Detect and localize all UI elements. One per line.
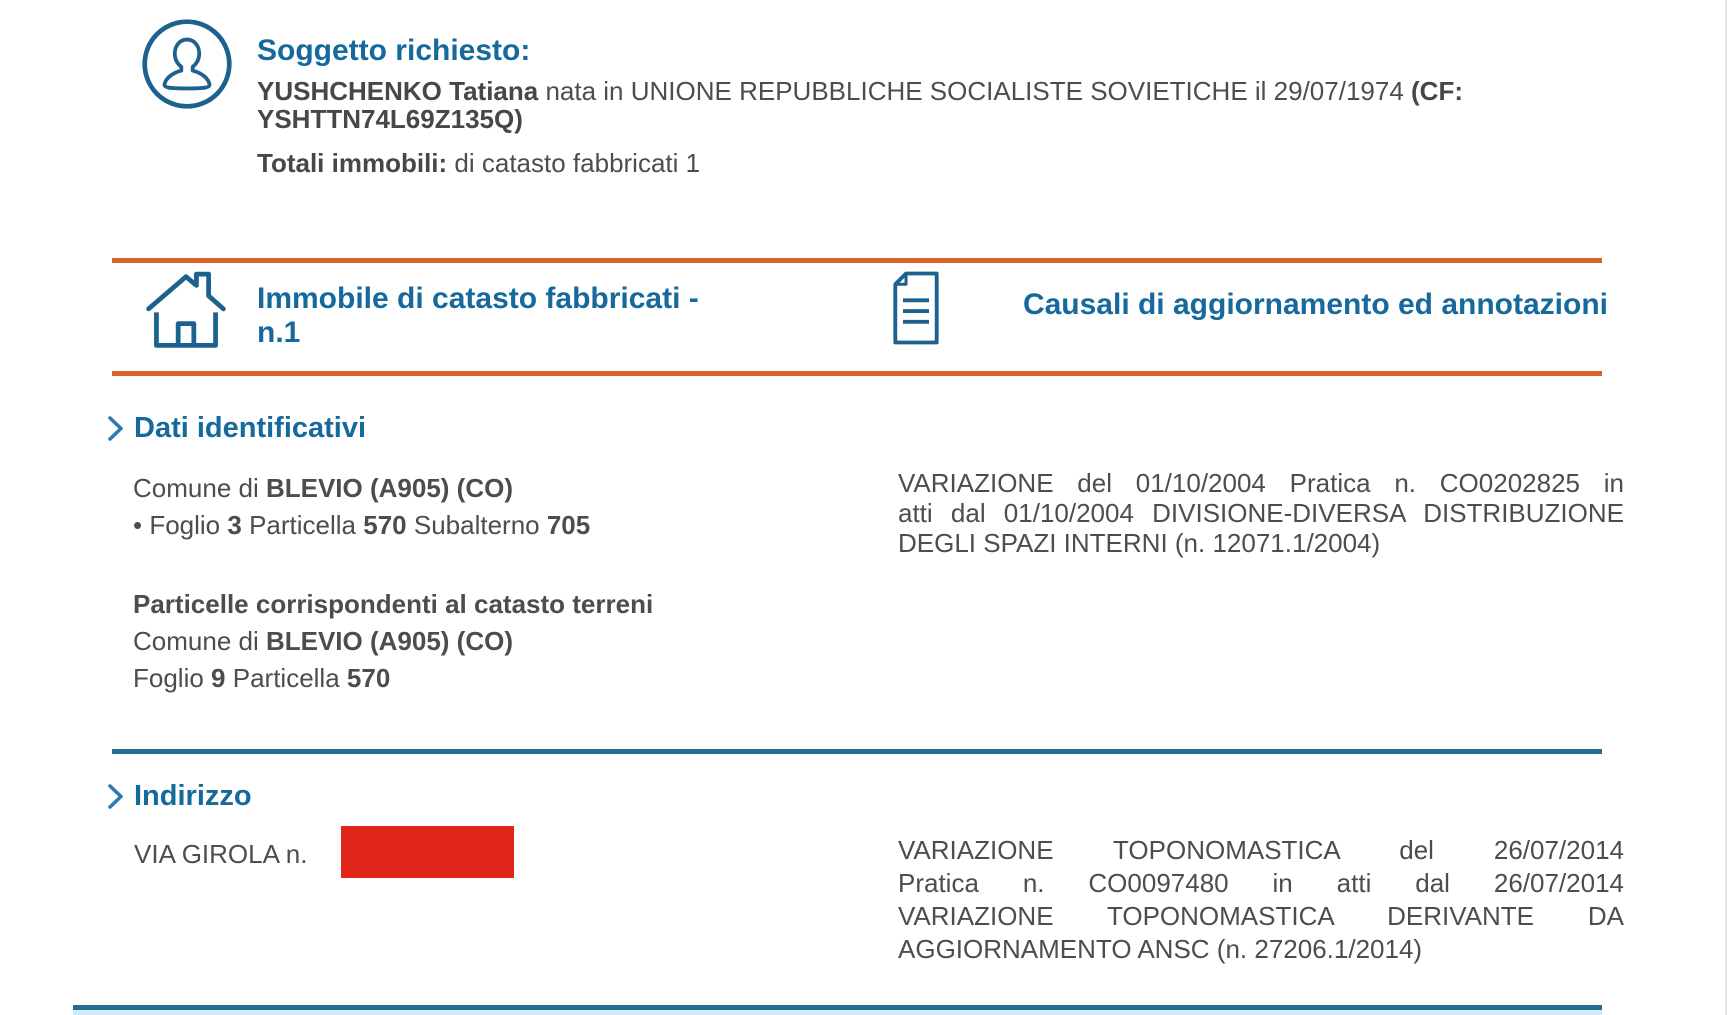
divider-blue-mid bbox=[112, 749, 1602, 754]
comune-label: Comune di bbox=[133, 473, 266, 503]
foglio-value: 3 bbox=[227, 510, 242, 540]
page-right-edge bbox=[1725, 0, 1727, 1015]
building-title-line2: n.1 bbox=[257, 316, 301, 349]
parcel-line: • Foglio 3 Particella 570 Subalterno 705 bbox=[133, 507, 793, 544]
building-title-line1: Immobile di catasto fabbricati - bbox=[257, 282, 699, 315]
subject-details: YUSHCHENKO Tatiana nata in UNIONE REPUBB… bbox=[257, 77, 1607, 133]
causale-note-2014: VARIAZIONE TOPONOMASTICA del 26/07/2014 … bbox=[898, 834, 1624, 966]
terreni-comune-label: Comune di bbox=[133, 626, 266, 656]
divider-blue-bottom bbox=[73, 1005, 1602, 1010]
causali-header-title: Causali di aggiornamento ed annotazioni bbox=[1022, 288, 1608, 321]
foglio-label: • Foglio bbox=[133, 510, 228, 540]
subject-cf: (CF: YSHTTN74L69Z135Q) bbox=[257, 76, 1463, 134]
building-header-title: Immobile di catasto fabbricati - n.1 bbox=[257, 282, 757, 350]
comune-value: BLEVIO (A905) (CO) bbox=[265, 473, 513, 503]
section-toggle-indirizzo[interactable]: Indirizzo bbox=[108, 780, 252, 813]
next-section-tint bbox=[73, 1010, 1602, 1015]
causale-2004-line1: VARIAZIONE del 01/10/2004 Pratica n. CO0… bbox=[898, 468, 1624, 498]
terreni-particella-label: Particella bbox=[225, 663, 347, 693]
terreni-foglio-label: Foglio bbox=[133, 663, 212, 693]
subject-block: Soggetto richiesto: YUSHCHENKO Tatiana n… bbox=[257, 33, 1607, 177]
terreni-parcel-line: Foglio 9 Particella 570 bbox=[133, 660, 793, 697]
particella-value: 570 bbox=[363, 510, 407, 540]
person-icon bbox=[140, 17, 234, 111]
terreni-heading: Particelle corrispondenti al catasto ter… bbox=[133, 589, 654, 619]
terreni-comune-value: BLEVIO (A905) (CO) bbox=[265, 626, 513, 656]
causale-2004-line3: DEGLI SPAZI INTERNI (n. 12071.1/2004) bbox=[898, 528, 1381, 558]
terreni-comune-line: Comune di BLEVIO (A905) (CO) bbox=[133, 623, 793, 660]
causale-2014-line2: Pratica n. CO0097480 in atti dal 26/07/2… bbox=[898, 868, 1624, 898]
terreni-foglio-value: 9 bbox=[211, 663, 226, 693]
subalterno-label: Subalterno bbox=[406, 510, 547, 540]
subject-totals: Totali immobili: di catasto fabbricati 1 bbox=[257, 149, 1607, 177]
chevron-right-icon bbox=[108, 415, 123, 442]
section-heading-label: Indirizzo bbox=[134, 780, 252, 812]
house-icon bbox=[142, 268, 230, 348]
section-heading-label: Dati identificativi bbox=[134, 412, 367, 444]
chevron-right-icon bbox=[108, 783, 123, 810]
totals-value: di catasto fabbricati 1 bbox=[447, 148, 701, 178]
causale-2014-line3: VARIAZIONE TOPONOMASTICA DERIVANTE DA bbox=[898, 901, 1624, 931]
redaction-box bbox=[341, 826, 514, 878]
causale-2014-line1: VARIAZIONE TOPONOMASTICA del 26/07/2014 bbox=[898, 835, 1624, 865]
comune-line: Comune di BLEVIO (A905) (CO) bbox=[133, 470, 793, 507]
divider-orange-bottom bbox=[112, 371, 1602, 376]
subalterno-value: 705 bbox=[546, 510, 591, 540]
document-icon bbox=[893, 270, 939, 346]
subject-birth-text: nata in UNIONE REPUBBLICHE SOCIALISTE SO… bbox=[538, 76, 1412, 106]
terreni-particella-value: 570 bbox=[346, 663, 391, 693]
causale-2014-line4: AGGIORNAMENTO ANSC (n. 27206.1/2014) bbox=[898, 934, 1423, 964]
causale-note-2004: VARIAZIONE del 01/10/2004 Pratica n. CO0… bbox=[898, 468, 1624, 558]
section-toggle-dati-identificativi[interactable]: Dati identificativi bbox=[108, 412, 366, 445]
address-line: VIA GIROLA n. bbox=[134, 839, 308, 869]
totals-label: Totali immobili: bbox=[257, 148, 448, 178]
subject-name: YUSHCHENKO Tatiana bbox=[257, 76, 539, 106]
subject-title: Soggetto richiesto: bbox=[257, 34, 531, 67]
divider-orange-top bbox=[112, 258, 1602, 263]
dati-identificativi-body: Comune di BLEVIO (A905) (CO) • Foglio 3 … bbox=[133, 470, 793, 697]
causale-2004-line2: atti dal 01/10/2004 DIVISIONE-DIVERSA DI… bbox=[898, 498, 1624, 528]
particella-label: Particella bbox=[241, 510, 364, 540]
